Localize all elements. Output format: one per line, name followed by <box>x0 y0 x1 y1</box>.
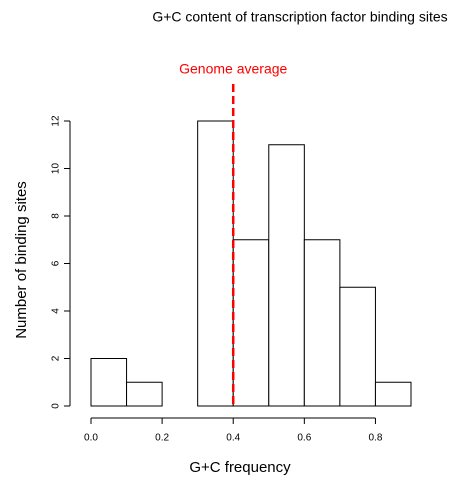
x-tick-label: 0.2 <box>155 433 169 444</box>
bar <box>126 381 163 407</box>
bar <box>197 120 234 407</box>
y-tick-label: 0 <box>51 403 62 409</box>
bar <box>232 239 270 407</box>
x-tick-label: 0.4 <box>226 433 240 444</box>
y-tick-label: 6 <box>51 260 62 266</box>
y-tick-label: 2 <box>51 355 62 361</box>
bar <box>90 358 128 407</box>
bar <box>374 381 412 407</box>
bar <box>268 144 305 407</box>
y-tick-label: 4 <box>51 308 62 314</box>
bar <box>339 286 376 407</box>
x-axis-title: G+C frequency <box>189 459 291 476</box>
y-axis-title: Number of binding sites <box>13 181 30 339</box>
y-tick-label: 8 <box>51 213 62 219</box>
x-tick-label: 0.6 <box>297 433 311 444</box>
x-tick-label: 0.8 <box>368 433 382 444</box>
chart-title: G+C content of transcription factor bind… <box>152 9 447 25</box>
y-tick-label: 12 <box>51 115 62 127</box>
y-tick-label: 10 <box>51 163 62 175</box>
bar <box>303 239 341 407</box>
x-tick-label: 0.0 <box>84 433 98 444</box>
reference-label: Genome average <box>179 61 287 77</box>
